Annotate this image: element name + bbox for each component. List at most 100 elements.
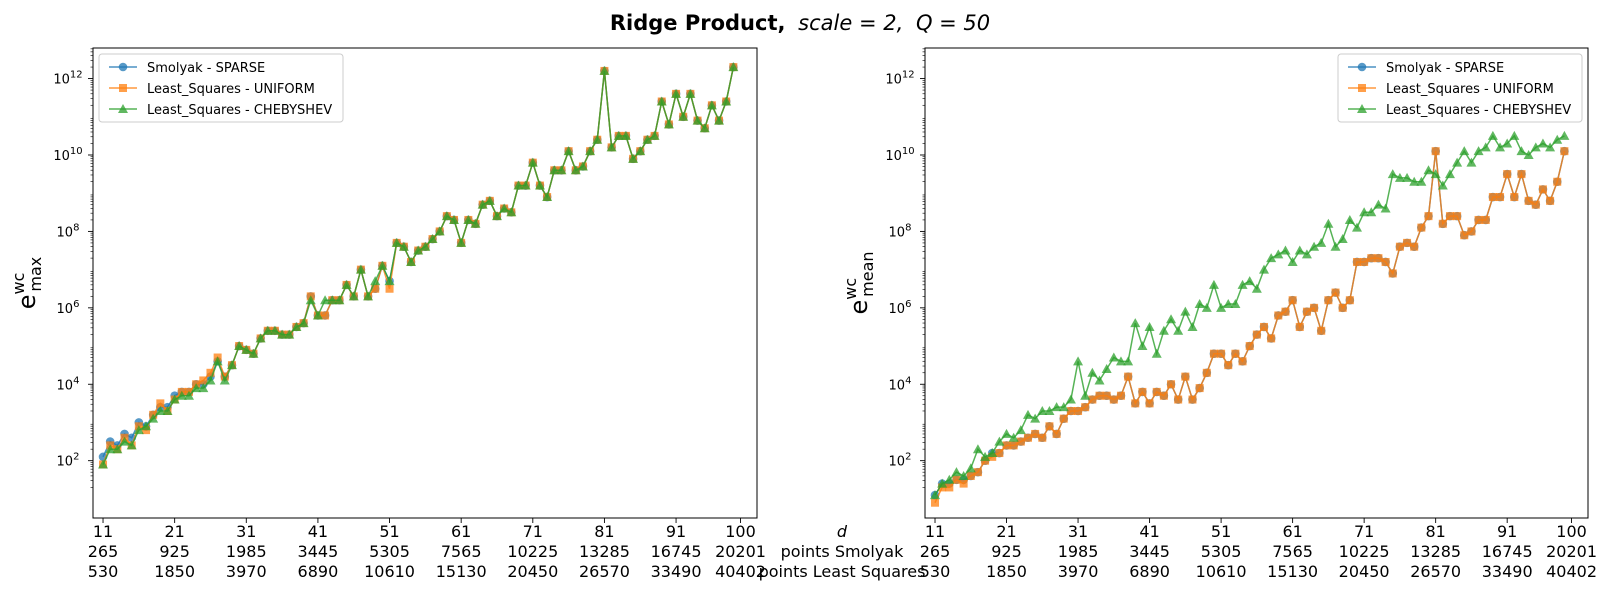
x-tick-label-ls: 10610 [1196, 562, 1247, 581]
x-tick-label-d: 81 [594, 522, 614, 541]
data-point [1230, 299, 1241, 309]
data-point [692, 115, 703, 125]
data-point [1502, 138, 1513, 148]
data-point [1181, 372, 1190, 381]
data-point [620, 130, 631, 140]
data-point [1288, 296, 1297, 305]
x-tick-label-d: 41 [308, 522, 328, 541]
y-tick-base: 10 [885, 149, 902, 164]
data-point [513, 180, 524, 190]
series-2 [931, 147, 1569, 507]
x-tick-label-smolyak: 10225 [1339, 542, 1390, 561]
y-tick-base: 10 [889, 455, 906, 470]
data-point [585, 146, 596, 156]
x-tick-label-d: 41 [1139, 522, 1159, 541]
data-point [1538, 185, 1547, 194]
data-point [1224, 361, 1233, 370]
title-q: Q = 50 [916, 11, 990, 35]
data-point [1273, 249, 1284, 259]
data-point [1360, 257, 1369, 266]
data-point [1231, 349, 1240, 358]
data-point [119, 436, 130, 446]
x-tick-label-d: 81 [1425, 522, 1445, 541]
data-point [1267, 334, 1276, 343]
data-point [1323, 218, 1334, 228]
data-point [284, 329, 295, 339]
x-tick-label-ls: 1850 [154, 562, 195, 581]
data-point [599, 65, 610, 75]
data-point [1559, 130, 1570, 140]
data-point [1394, 172, 1405, 182]
data-point [714, 115, 725, 125]
data-point [1445, 212, 1454, 221]
data-point [1038, 433, 1047, 442]
y-tick-label: 1010 [885, 146, 914, 164]
data-point [1217, 349, 1226, 358]
data-point [1095, 391, 1104, 400]
data-point [1388, 269, 1397, 278]
y-tick-label: 102 [57, 452, 80, 470]
data-point [542, 192, 553, 202]
data-point [255, 333, 266, 343]
chart-panel-2: 10210410610810101012ewcmean1126553021925… [841, 47, 1597, 581]
data-point [449, 214, 460, 224]
data-point [1487, 130, 1498, 140]
data-point [570, 165, 581, 175]
y-tick-label: 1012 [885, 70, 914, 88]
data-point [1001, 428, 1012, 438]
data-point [944, 474, 955, 484]
legend-marker [1357, 104, 1367, 113]
y-tick-label: 104 [57, 375, 80, 393]
data-point [1016, 437, 1025, 446]
x-tick-label-smolyak: 16745 [1482, 542, 1533, 561]
data-point [371, 284, 380, 293]
data-point [298, 318, 309, 328]
row-label-d: d [837, 522, 848, 541]
series-3 [930, 130, 1570, 500]
data-point [212, 356, 223, 366]
x-tick-label-d: 21 [164, 522, 184, 541]
data-point [728, 62, 739, 72]
data-point [456, 237, 467, 247]
data-point [1560, 147, 1569, 156]
data-point [1509, 130, 1520, 140]
shared-row-labels: d points Smolyak points Least Squares [759, 522, 926, 581]
data-point [1294, 245, 1305, 255]
data-point [1137, 341, 1148, 351]
data-point [1403, 238, 1412, 247]
data-point [1481, 215, 1490, 224]
data-point [1281, 307, 1290, 316]
data-point [141, 421, 152, 431]
x-tick-label-d: 61 [451, 522, 471, 541]
data-point [1260, 322, 1269, 331]
data-point [1123, 356, 1134, 366]
data-point [1431, 147, 1440, 156]
data-point [1116, 391, 1125, 400]
x-tick-label-d: 61 [1282, 522, 1302, 541]
data-point [671, 88, 682, 98]
data-point [1088, 395, 1097, 404]
data-point [1252, 330, 1261, 339]
data-point [434, 226, 445, 236]
data-point [1073, 356, 1084, 366]
data-point [1108, 352, 1119, 362]
data-point [1402, 172, 1413, 182]
data-point [1081, 403, 1090, 412]
data-point [155, 406, 166, 416]
data-point [269, 325, 280, 335]
x-tick-label-smolyak: 3445 [298, 542, 339, 561]
data-point [441, 211, 452, 221]
data-point [1051, 402, 1062, 412]
data-point [649, 130, 660, 140]
data-point [363, 291, 374, 301]
data-point [1367, 254, 1376, 263]
x-tick-label-ls: 6890 [1129, 562, 1170, 581]
data-point [1309, 241, 1320, 251]
data-point [427, 234, 438, 244]
data-point [1395, 242, 1404, 251]
y-tick-base: 10 [57, 455, 74, 470]
data-point [1008, 432, 1019, 442]
data-point [1101, 363, 1112, 373]
data-point [1031, 429, 1040, 438]
